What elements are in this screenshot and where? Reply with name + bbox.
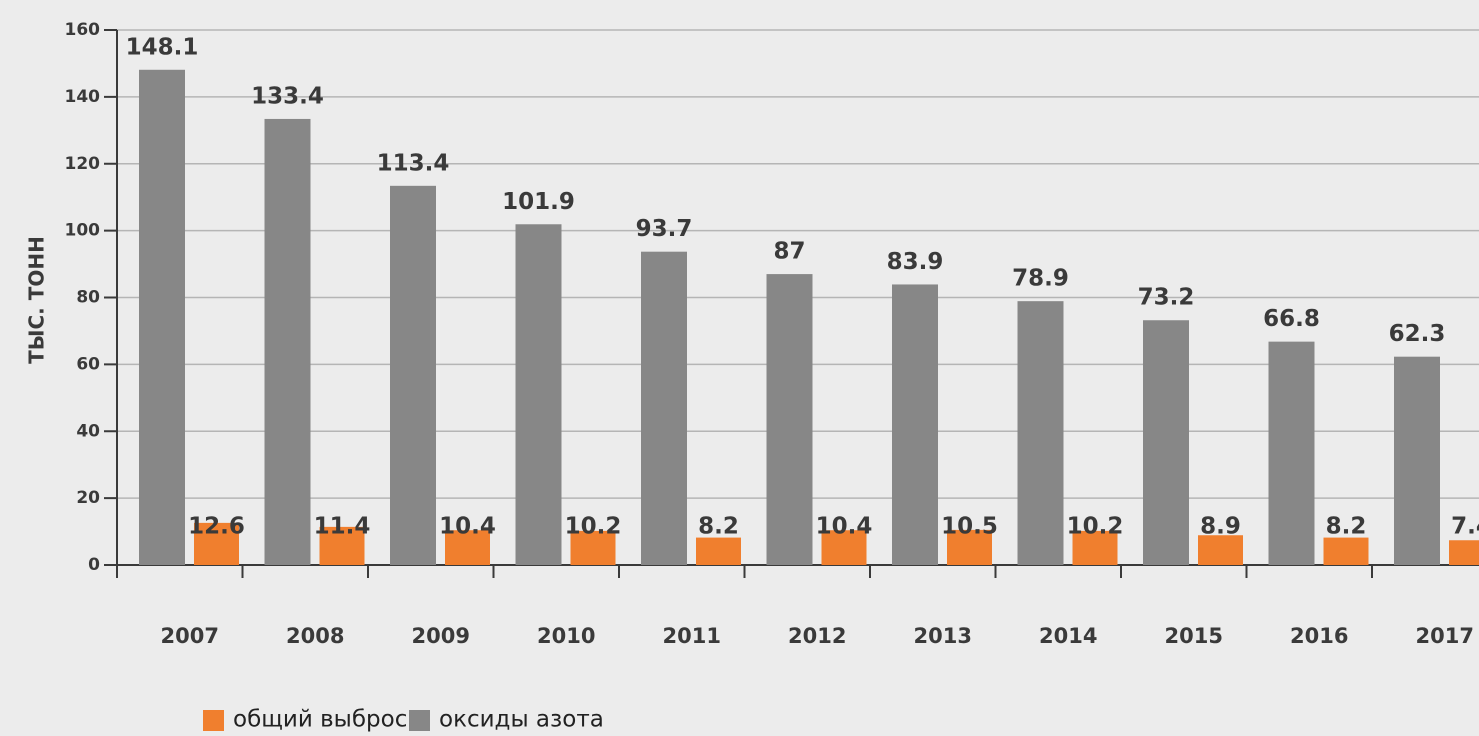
- data-label: 87: [773, 239, 805, 265]
- x-tick-label: 2017: [1416, 624, 1474, 648]
- bar: [947, 529, 992, 565]
- legend-swatch: [409, 710, 430, 731]
- y-tick-label: 0: [88, 555, 100, 575]
- data-label: 73.2: [1138, 285, 1195, 311]
- y-axis-label: ТЫС. ТОНН: [25, 236, 49, 364]
- data-label: 8.2: [698, 514, 739, 540]
- y-tick-label: 120: [65, 154, 101, 174]
- bar: [1449, 540, 1479, 565]
- bar: [821, 530, 867, 565]
- y-tick-label: 80: [76, 288, 100, 308]
- legend-label: оксиды азота: [439, 707, 604, 733]
- data-label: 8.9: [1200, 514, 1241, 540]
- data-label: 93.7: [636, 216, 693, 242]
- bar: [570, 530, 616, 565]
- x-tick-label: 2010: [537, 624, 595, 648]
- data-label: 12.6: [188, 514, 245, 540]
- data-label: 11.4: [314, 514, 371, 540]
- y-tick-label: 20: [76, 488, 100, 508]
- data-label: 7.4: [1451, 514, 1479, 540]
- y-tick-label: 60: [76, 354, 100, 374]
- data-label: 10.4: [439, 514, 496, 540]
- data-label: 148.1: [126, 34, 199, 60]
- bar: [1143, 320, 1189, 565]
- x-tick-label: 2012: [788, 624, 846, 648]
- bar: [264, 118, 311, 565]
- data-label: 83.9: [887, 249, 944, 275]
- bar: [1017, 301, 1064, 565]
- x-tick-label: 2015: [1165, 624, 1223, 648]
- y-tick-label: 100: [65, 221, 101, 241]
- bar: [1072, 530, 1118, 565]
- bar: [515, 224, 562, 565]
- x-tick-label: 2014: [1039, 624, 1097, 648]
- data-label: 8.2: [1326, 514, 1367, 540]
- bar: [766, 274, 813, 565]
- bar: [445, 530, 490, 565]
- legend-label: общий выброс: [233, 707, 407, 733]
- y-tick-label: 140: [65, 87, 101, 107]
- bar: [139, 69, 185, 566]
- x-tick-label: 2007: [161, 624, 219, 648]
- bar: [1394, 356, 1440, 565]
- data-label: 10.2: [1067, 514, 1124, 540]
- data-label: 133.4: [251, 83, 324, 109]
- x-tick-label: 2016: [1290, 624, 1348, 648]
- bar: [696, 537, 741, 565]
- y-tick-label: 40: [76, 421, 100, 441]
- data-label: 10.4: [816, 514, 873, 540]
- legend-swatch: [203, 710, 224, 731]
- data-label: 10.2: [565, 514, 622, 540]
- y-tick-label: 160: [65, 20, 101, 40]
- x-tick-label: 2013: [914, 624, 972, 648]
- data-label: 78.9: [1012, 266, 1069, 292]
- bar: [1323, 537, 1369, 565]
- x-tick-label: 2011: [663, 624, 721, 648]
- x-tick-label: 2008: [286, 624, 344, 648]
- bar: [390, 185, 436, 565]
- data-label: 113.4: [377, 150, 450, 176]
- data-label: 66.8: [1263, 306, 1320, 332]
- data-label: 10.5: [941, 514, 998, 540]
- bar: [892, 284, 938, 565]
- bar: [1268, 341, 1315, 565]
- data-label: 101.9: [502, 189, 575, 215]
- bar: [194, 522, 239, 565]
- data-label: 62.3: [1389, 321, 1446, 347]
- bar: [641, 251, 687, 566]
- bar: [319, 526, 365, 565]
- bar: [1198, 535, 1243, 565]
- x-tick-label: 2009: [412, 624, 470, 648]
